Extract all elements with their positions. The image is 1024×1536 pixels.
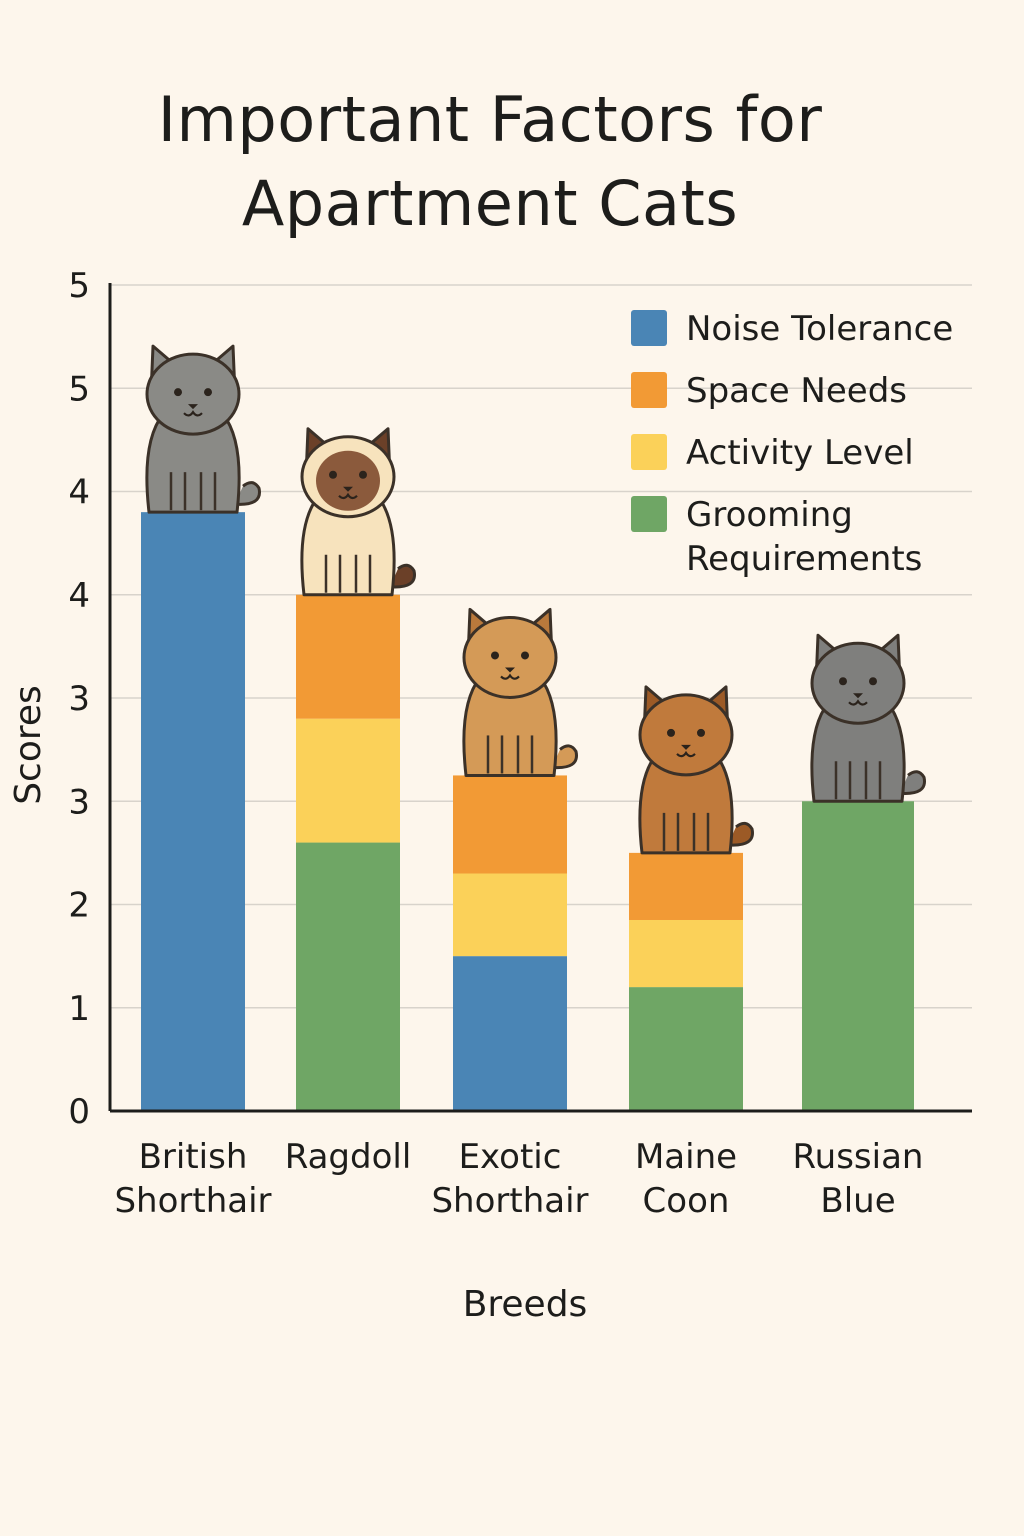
y-tick-label: 3 [68, 782, 90, 822]
legend-label: Noise Tolerance [686, 309, 953, 349]
cat-eye [359, 470, 367, 479]
bar-segment [296, 594, 400, 719]
cat-mouth [183, 410, 203, 417]
cat-head [810, 641, 906, 725]
bar-segment [453, 956, 567, 1111]
cat-mouth [848, 699, 868, 706]
grey-cat-icon [145, 344, 261, 514]
cat-eye [697, 728, 705, 737]
cat-face-mask [316, 450, 380, 511]
cat-eye [521, 651, 529, 660]
chart-title: Important Factors for Apartment Cats [0, 78, 980, 246]
y-tick-label: 1 [68, 989, 90, 1029]
legend-swatch [631, 496, 667, 532]
legend-swatch [631, 434, 667, 470]
cat-nose [853, 693, 863, 699]
legend-label: Grooming Requirements [686, 495, 922, 579]
legend-label: Activity Level [686, 433, 914, 473]
cat-tail [551, 744, 578, 770]
cat-head [462, 615, 558, 699]
cat-eye [839, 677, 847, 686]
siamese-cat-icon [300, 427, 416, 597]
cat-tail [389, 563, 416, 589]
bar-segment [802, 801, 914, 1111]
y-tick-label: 5 [68, 369, 90, 409]
bar-segment [141, 512, 245, 1111]
y-tick-label: 4 [68, 473, 90, 513]
bar-segment [296, 842, 400, 1111]
bar-segment [629, 919, 743, 988]
bar-segment [629, 987, 743, 1111]
cat-eye [329, 470, 337, 479]
bar-segment [453, 873, 567, 957]
x-tick-label: Russian Blue [793, 1137, 924, 1221]
cat-nose [681, 744, 691, 750]
bar-segment [629, 852, 743, 920]
cat-tail [899, 770, 926, 795]
y-tick-label: 0 [68, 1092, 90, 1132]
cat-head [145, 352, 241, 436]
x-axis-title: Breeds [463, 1284, 588, 1325]
cat-eye [869, 677, 877, 686]
legend-swatch [631, 310, 667, 346]
cat-eye [204, 388, 212, 397]
cat-nose [188, 404, 198, 410]
cat-eye [667, 728, 675, 737]
legend-label: Space Needs [686, 371, 907, 411]
cat-mouth [676, 750, 696, 758]
cat-mouth [338, 492, 358, 500]
cat-head [638, 693, 734, 777]
y-tick-label: 4 [68, 576, 90, 616]
fluffy-cat-icon [638, 685, 754, 855]
cat-eye [174, 388, 182, 397]
x-tick-label: Ragdoll [285, 1137, 412, 1177]
x-tick-label: Exotic Shorthair [431, 1137, 588, 1221]
bar-segment [296, 718, 400, 843]
cat-nose [343, 486, 353, 492]
cat-tail [727, 821, 754, 847]
orange-cat-icon [462, 607, 578, 777]
legend-swatch [631, 372, 667, 408]
y-tick-label: 3 [68, 679, 90, 719]
y-tick-label: 2 [68, 886, 90, 926]
cat-tail [234, 481, 261, 506]
cat-eye [491, 651, 499, 660]
blue-grey-cat-icon [810, 633, 926, 803]
cat-nose [505, 667, 515, 673]
y-axis-title: Scores [8, 685, 49, 805]
bar-segment [453, 775, 567, 874]
chart-title-line-1: Important Factors for [157, 83, 823, 156]
cat-mouth [500, 673, 520, 680]
x-tick-label: Maine Coon [635, 1137, 737, 1221]
y-tick-label: 5 [68, 266, 90, 306]
chart-title-line-2: Apartment Cats [241, 167, 739, 240]
x-tick-label: British Shorthair [114, 1137, 271, 1221]
